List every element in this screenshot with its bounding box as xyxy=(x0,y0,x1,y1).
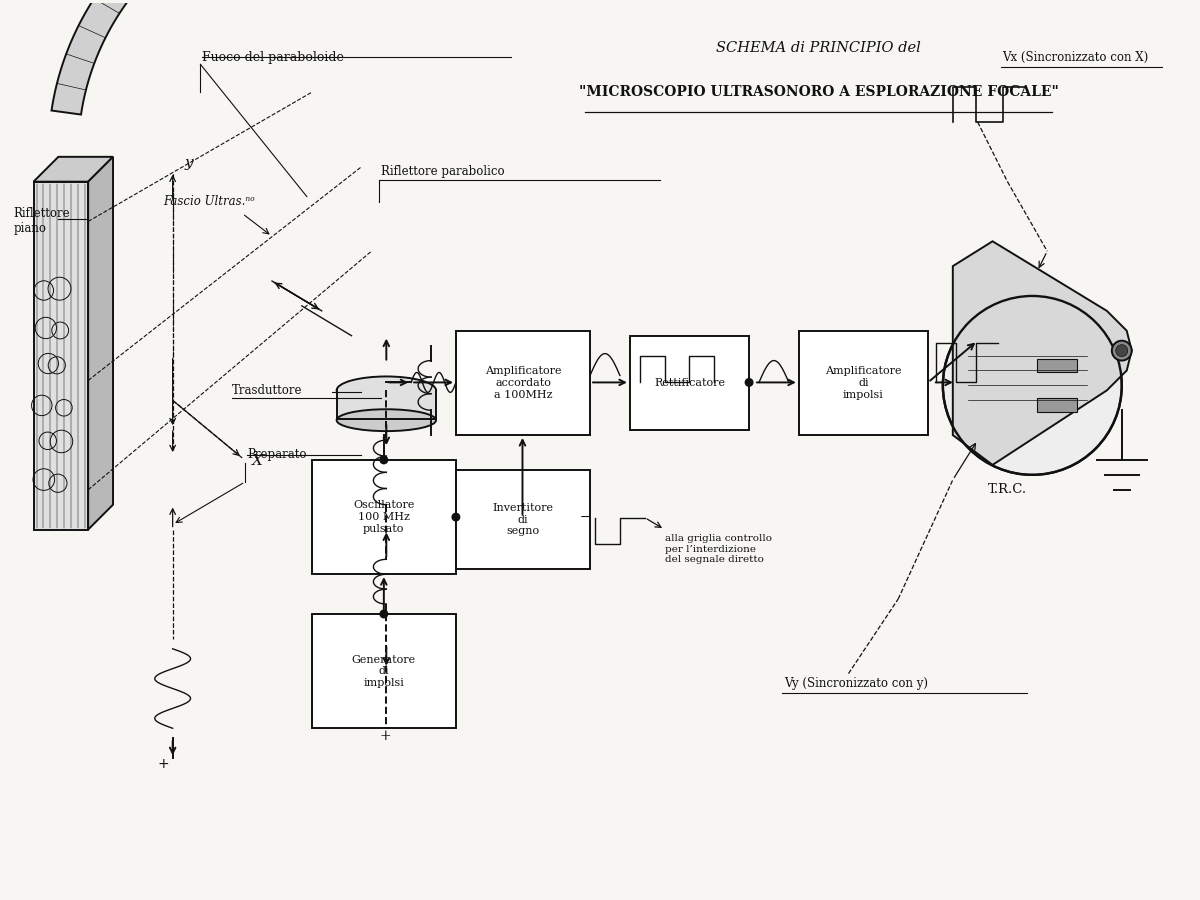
Text: Rettificatore: Rettificatore xyxy=(654,378,725,388)
Text: Invertitore
di
segno: Invertitore di segno xyxy=(492,503,553,536)
Text: alla griglia controllo
per l’interdizione
del segnale diretto: alla griglia controllo per l’interdizion… xyxy=(665,535,772,564)
Circle shape xyxy=(1116,345,1128,356)
Text: −: − xyxy=(580,511,590,524)
Text: Vy (Sincronizzato con y): Vy (Sincronizzato con y) xyxy=(784,677,928,690)
Text: SCHEMA di PRINCIPIO del: SCHEMA di PRINCIPIO del xyxy=(716,40,922,55)
Circle shape xyxy=(943,296,1122,475)
Circle shape xyxy=(1112,341,1132,361)
Text: Preparato: Preparato xyxy=(247,448,307,462)
Bar xyxy=(34,182,88,529)
Bar xyxy=(799,330,928,435)
Bar xyxy=(1037,399,1078,412)
Bar xyxy=(630,336,749,430)
Text: Fascio Ultras.ⁿᵒ: Fascio Ultras.ⁿᵒ xyxy=(163,195,254,208)
Polygon shape xyxy=(88,157,113,529)
Circle shape xyxy=(451,513,461,522)
Text: "MICROSCOPIO ULTRASONORO A ESPLORAZIONE FOCALE": "MICROSCOPIO ULTRASONORO A ESPLORAZIONE … xyxy=(578,86,1058,99)
Text: T.R.C.: T.R.C. xyxy=(988,483,1027,496)
Bar xyxy=(312,614,456,728)
Bar xyxy=(337,390,436,419)
Text: +: + xyxy=(379,729,391,743)
Bar xyxy=(312,460,456,574)
Bar xyxy=(456,330,590,435)
Circle shape xyxy=(379,455,389,464)
Text: Amplificatore
accordato
a 100MHz: Amplificatore accordato a 100MHz xyxy=(485,366,562,400)
Circle shape xyxy=(379,609,389,618)
Text: Riflettore
piano: Riflettore piano xyxy=(13,207,71,236)
Text: y: y xyxy=(185,156,193,170)
Text: Fuoco del paraboloide: Fuoco del paraboloide xyxy=(203,51,344,64)
Text: Vx (Sincronizzato con X): Vx (Sincronizzato con X) xyxy=(1002,51,1148,64)
Text: Generatore
di
impolsi: Generatore di impolsi xyxy=(352,654,416,688)
Polygon shape xyxy=(52,0,307,114)
Bar xyxy=(1037,358,1078,373)
Bar xyxy=(456,470,590,570)
Text: Oscillatore
100 MHz
pulsato: Oscillatore 100 MHz pulsato xyxy=(353,500,414,534)
Polygon shape xyxy=(34,157,113,182)
Text: +: + xyxy=(157,757,169,771)
Text: X: X xyxy=(252,454,263,468)
Circle shape xyxy=(745,378,754,387)
Ellipse shape xyxy=(337,376,436,404)
Polygon shape xyxy=(953,241,1132,465)
Ellipse shape xyxy=(337,410,436,431)
Text: Amplificatore
di
impolsi: Amplificatore di impolsi xyxy=(826,366,901,400)
Text: Trasduttore: Trasduttore xyxy=(233,384,302,397)
Text: Riflettore parabolico: Riflettore parabolico xyxy=(382,166,505,178)
